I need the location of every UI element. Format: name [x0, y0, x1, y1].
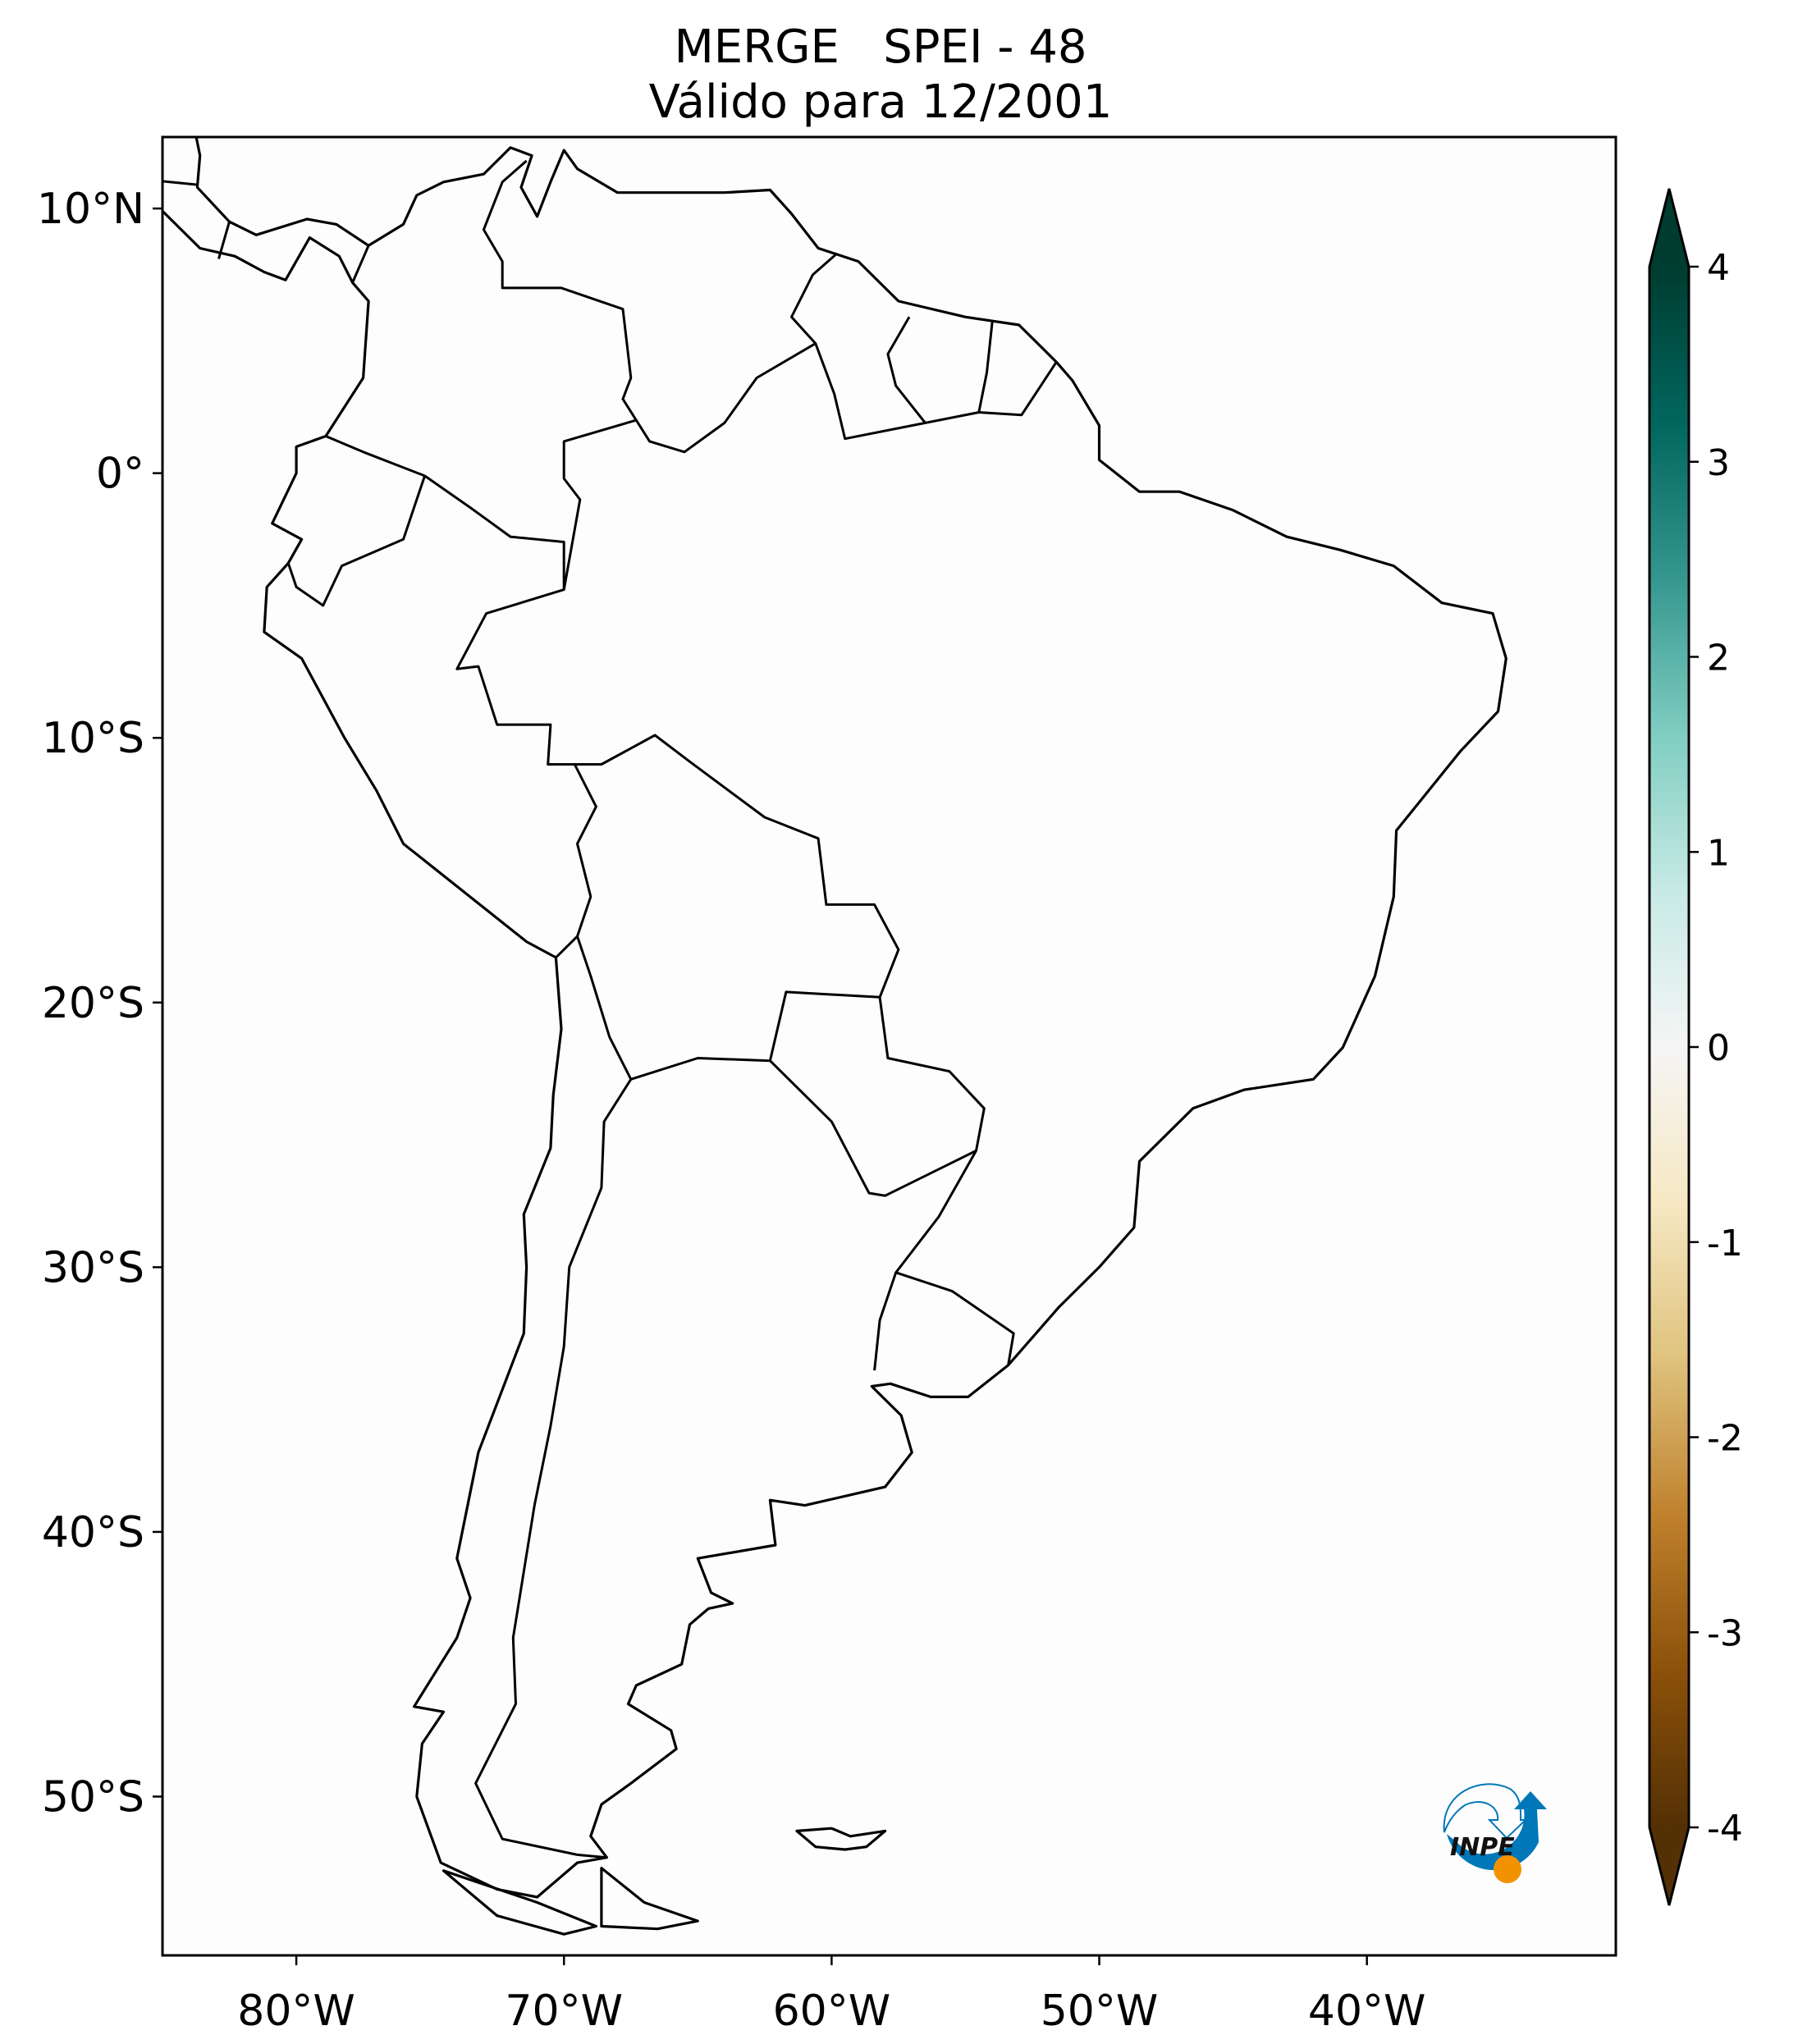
lon-tick-label: 40°W	[1308, 1987, 1426, 2036]
lat-tick-label: 10°S	[42, 714, 144, 763]
colorbar-tick-label: -3	[1707, 1612, 1743, 1654]
lat-tick-label: 20°S	[42, 979, 144, 1028]
coastline-tierra-del-fuego	[600, 1867, 699, 1931]
border-suriname-french-guiana	[977, 322, 994, 413]
colorbar-ticks: 4 3 2 1 0 -1 -2 -3 -4	[1689, 247, 1743, 1850]
colorbar-tick-label: 4	[1707, 247, 1730, 289]
border-costa-rica-nicaragua	[162, 180, 198, 186]
colorbar-tick-label: 3	[1707, 442, 1730, 484]
colorbar-tick-label: 2	[1707, 638, 1730, 679]
colorbar-tick-label: -1	[1707, 1223, 1743, 1264]
coastlines	[162, 137, 1507, 1936]
border-bolivia-peru	[573, 763, 597, 937]
colorbar-gradient	[1649, 267, 1689, 1827]
border-brazil-west	[455, 342, 1058, 1365]
map-area	[162, 137, 1616, 1955]
lat-tick-label: 0°	[96, 450, 144, 499]
lat-tick-label: 30°S	[42, 1243, 144, 1292]
coastline-tierra-del-fuego-west	[441, 1869, 597, 1936]
latitude-axis: 10°N 0° 10°S 20°S 30°S 40°S 50°S	[37, 185, 162, 1822]
border-panama-costa-rica	[217, 221, 231, 259]
border-chile-bolivia	[555, 935, 633, 1080]
colorbar-tick-label: 1	[1707, 832, 1730, 874]
border-colombia-ecuador	[325, 435, 426, 478]
border-colombia-venezuela	[482, 159, 638, 421]
border-colombia-peru	[423, 474, 565, 590]
lat-tick-label: 50°S	[42, 1772, 144, 1822]
colorbar: 4 3 2 1 0 -1 -2 -3 -4	[1648, 188, 1743, 1906]
lat-tick-label: 10°N	[37, 185, 144, 234]
map-frame	[161, 135, 1617, 1957]
logo-sun-icon	[1494, 1855, 1521, 1883]
logo-swirl-icon	[1443, 1783, 1528, 1840]
logo-text: INPE	[1450, 1833, 1515, 1862]
lon-tick-label: 50°W	[1041, 1987, 1159, 2036]
border-uruguay-argentina	[873, 1272, 898, 1371]
border-guyana-suriname	[886, 316, 926, 424]
border-argentina-bolivia	[630, 1057, 771, 1081]
border-colombia-panama	[351, 245, 370, 283]
longitude-axis: 80°W 70°W 60°W 50°W 40°W	[237, 1955, 1425, 2036]
colorbar-tick-label: 0	[1707, 1027, 1730, 1069]
border-argentina-paraguay	[769, 1059, 977, 1197]
colorbar-tick-label: -2	[1707, 1418, 1743, 1460]
colorbar-extend-max	[1649, 189, 1689, 267]
border-chile-argentina	[474, 1078, 633, 1859]
coastline-falklands	[795, 1827, 887, 1851]
lon-tick-label: 60°W	[773, 1987, 891, 2036]
lon-tick-label: 80°W	[237, 1987, 355, 2036]
title-line-1: MERGE SPEI - 48	[674, 21, 1087, 74]
title-line-2: Válido para 12/2001	[649, 75, 1113, 129]
lon-tick-label: 70°W	[505, 1987, 623, 2036]
logo-arrow-icon	[1447, 1791, 1547, 1871]
border-venezuela-guyana	[790, 252, 838, 345]
colorbar-extend-min	[1649, 1827, 1689, 1905]
inpe-logo: INPE	[1443, 1783, 1547, 1883]
coastline-south-america	[162, 137, 1507, 1899]
border-paraguay-bolivia	[768, 990, 881, 1062]
country-borders	[162, 159, 1058, 1859]
border-peru-ecuador	[286, 475, 427, 607]
lat-tick-label: 40°S	[42, 1508, 144, 1557]
colorbar-tick-label: -4	[1707, 1808, 1743, 1850]
